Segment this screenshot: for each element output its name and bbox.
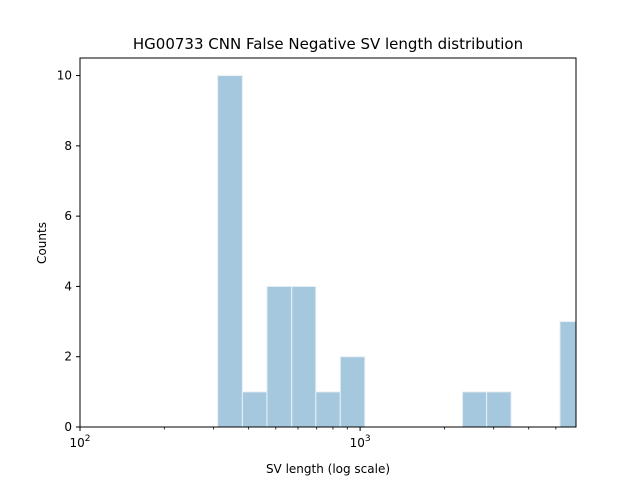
chart-title: HG00733 CNN False Negative SV length dis…	[133, 35, 523, 53]
histogram-bar-4	[315, 391, 341, 428]
y-tick-label: 4	[64, 279, 72, 293]
y-tick-label: 6	[64, 209, 72, 223]
histogram-bar-7	[486, 391, 512, 428]
y-tick-label: 8	[64, 139, 72, 153]
plot-frame	[79, 57, 577, 428]
bars-group	[217, 75, 577, 428]
histogram-bar-1	[241, 391, 268, 428]
histogram-bar-2	[266, 285, 293, 428]
y-axis: 0 2 4 6 8 10	[57, 69, 80, 434]
histogram-bar-3	[291, 285, 317, 428]
x-tick-label: 103	[350, 434, 371, 450]
y-tick-label: 0	[64, 420, 72, 434]
y-tick-label: 2	[64, 350, 72, 364]
x-axis-label: SV length (log scale)	[266, 462, 390, 476]
histogram-bar-0	[217, 75, 243, 428]
y-axis-label: Counts	[35, 222, 49, 264]
histogram-bar-5	[339, 356, 366, 428]
x-tick-label: 102	[69, 434, 90, 450]
histogram-bar-8	[559, 321, 577, 428]
histogram-bar-6	[461, 391, 488, 428]
x-axis: 102 103	[69, 427, 557, 450]
y-tick-label: 10	[57, 69, 72, 83]
